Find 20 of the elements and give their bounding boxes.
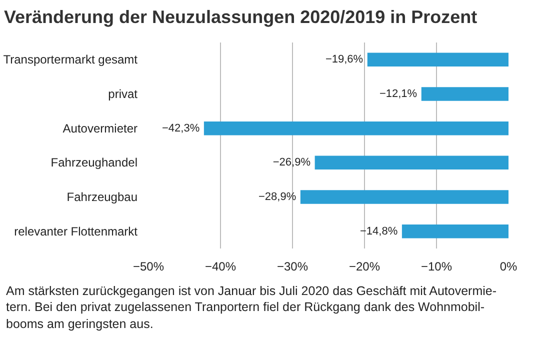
data-label: −19,6%	[325, 54, 364, 66]
y-tick-label: relevanter Flottenmarkt	[14, 224, 138, 238]
data-label: −26,9%	[272, 156, 311, 169]
x-tick-label: −20%	[348, 260, 380, 274]
x-tick-label: −30%	[276, 260, 308, 274]
chart-title: Veränderung der Neuzulassungen 2020/2019 in Prozent	[4, 6, 478, 29]
x-tick-label: −10%	[420, 260, 452, 274]
data-label: −14,8%	[360, 225, 398, 238]
data-label: −28,9%	[258, 191, 296, 203]
y-tick-label: Autovermieter	[62, 121, 138, 136]
data-label: −12,1%	[379, 88, 418, 100]
y-tick-label: Transportermarkt gesamt	[3, 52, 138, 67]
text: Am stärksten zurückgegangen ist von Januar bis Juli 2020 das Geschäft mit Autovermie- tern. Bei den privat zugelassenen Tranportern fiel der Rückgang dank des Wohnmobil- booms am geringsten aus.	[6, 283, 497, 332]
x-tick-label: −50%	[132, 260, 164, 274]
y-tick-label: Fahrzeughandel	[50, 156, 138, 170]
data-label: −42,3%	[162, 122, 200, 134]
y-tick-label: Fahrzeugbau	[66, 190, 138, 204]
x-tick-label: 0%	[500, 260, 518, 274]
y-tick-label: privat	[108, 87, 138, 101]
x-tick-label: −40%	[204, 260, 236, 274]
